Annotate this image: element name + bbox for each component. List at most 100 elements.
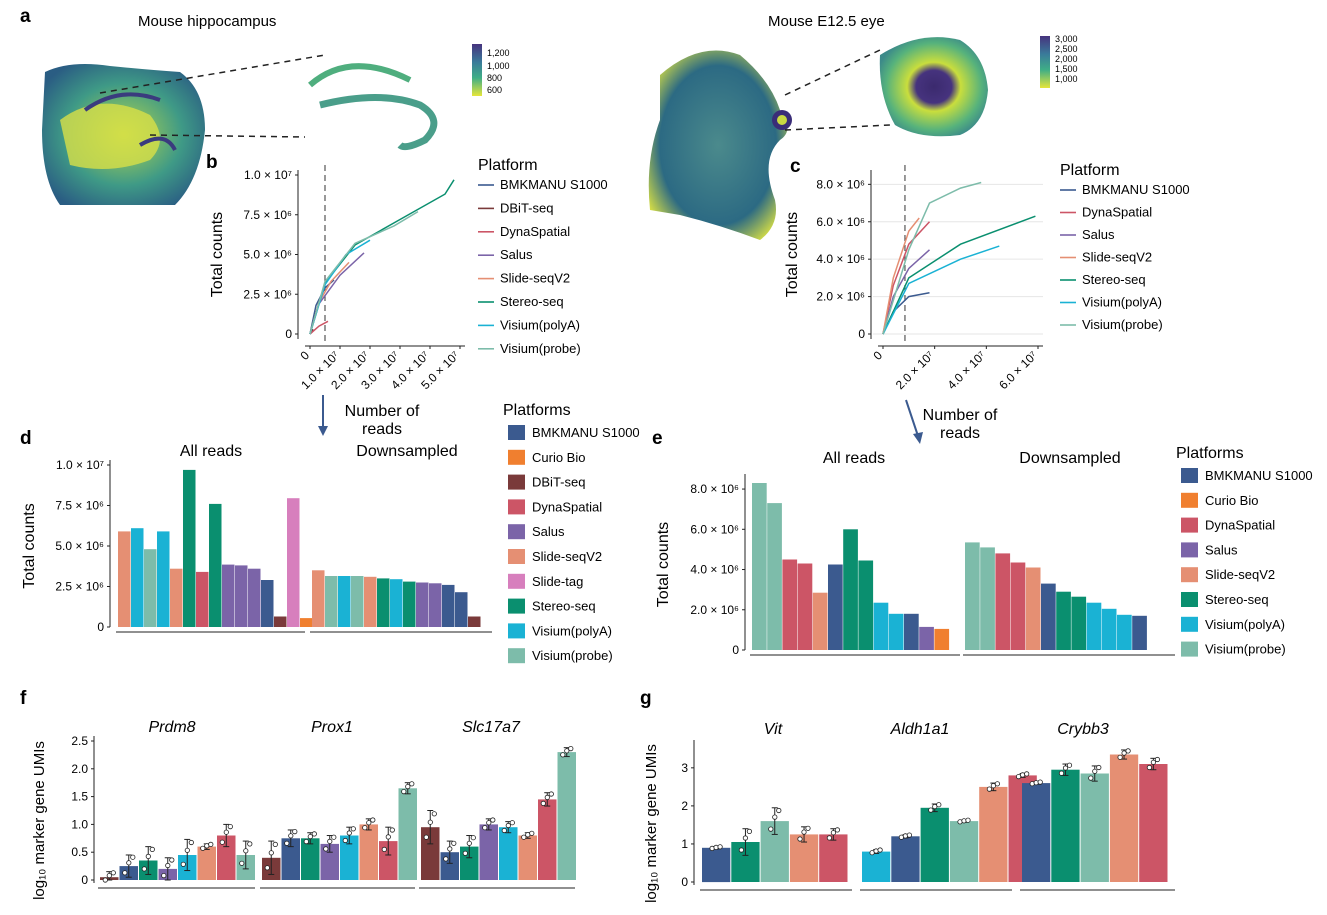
bar-bmkmanu-s1000 xyxy=(1041,583,1056,650)
eye-image xyxy=(648,50,792,240)
replicate-point xyxy=(272,841,278,848)
bar-salus xyxy=(429,583,442,627)
replicate-point xyxy=(805,825,811,831)
replicate-point xyxy=(1125,748,1131,754)
replicate-point xyxy=(165,862,171,869)
y-tick-label: 0 xyxy=(732,643,739,657)
replicate-point xyxy=(381,846,387,853)
legend-swatch xyxy=(1181,517,1198,533)
replicate-point xyxy=(130,854,136,860)
legend-label: Visium(polyA) xyxy=(532,623,612,638)
bar-stereo-seq xyxy=(403,581,416,627)
y-tick-label: 1.0 xyxy=(71,817,88,831)
replicate-point xyxy=(1121,750,1127,756)
legend-label: Curio Bio xyxy=(532,450,585,465)
x-tick-label: 2.0 × 10⁷ xyxy=(893,348,937,392)
bar-chart-f: 0 0.5 1.0 1.5 2.0 2.5 Prdm8 Prox1 Slc17a7 log₁₀ m… xyxy=(31,719,576,900)
replicate-point xyxy=(797,836,803,842)
gene-title: Vit xyxy=(764,721,783,738)
y-tick-label: 2.5 × 10⁶ xyxy=(243,287,292,301)
bar-visium-polya- xyxy=(499,827,518,880)
replicate-point xyxy=(292,828,298,835)
replicate-point xyxy=(738,847,745,853)
bar-visium-probe- xyxy=(752,483,767,650)
legend-label: Salus xyxy=(532,524,565,539)
legend-label: Stereo-seq xyxy=(532,599,596,614)
bar-visium-polya- xyxy=(131,528,144,627)
replicate-point xyxy=(1146,764,1153,771)
bar-visium-probe- xyxy=(1080,773,1109,882)
legend-swatch xyxy=(508,425,525,440)
y-tick-label: 0.5 xyxy=(71,845,88,859)
hippocampus-image xyxy=(42,64,205,205)
replicate-point xyxy=(928,807,934,813)
bar-visium-probe- xyxy=(144,549,157,627)
y-tick-label: 7.5 × 10⁶ xyxy=(243,208,292,222)
zoom-line-top xyxy=(99,54,326,94)
replicate-point xyxy=(346,830,352,836)
y-tick-label: 7.5 × 10⁶ xyxy=(55,499,104,513)
bar-slide-tag xyxy=(287,498,300,627)
bar-visium-polya- xyxy=(1117,614,1132,650)
bar-visium-probe- xyxy=(351,576,364,627)
replicate-point xyxy=(141,866,147,872)
bar-salus xyxy=(479,824,498,880)
bar-slide-seqv2 xyxy=(979,786,1008,882)
hippocampus-colorbar-tick: 1,000 xyxy=(487,61,510,71)
replicate-point xyxy=(307,833,313,840)
y-axis-label: Total counts xyxy=(655,522,672,607)
eye-colorbar-tick: 1,000 xyxy=(1055,74,1078,84)
legend-swatch xyxy=(1181,592,1198,607)
replicate-point xyxy=(560,752,566,758)
replicate-point xyxy=(447,846,453,852)
legend-title: Platform xyxy=(478,157,538,174)
x-tick-label: 6.0 × 10⁷ xyxy=(996,348,1040,392)
y-tick-label: 2.5 × 10⁶ xyxy=(55,580,104,594)
replicate-point xyxy=(200,845,206,851)
bar-dynaspatial xyxy=(1139,764,1168,882)
bar-salus xyxy=(222,564,235,627)
bar-stereo-seq xyxy=(209,503,222,627)
legend-label: DBiT-seq xyxy=(532,475,585,490)
replicate-point xyxy=(932,803,938,810)
replicate-point xyxy=(772,814,778,820)
line-chart-c: 0 2.0 × 10⁶ 4.0 × 10⁶ 6.0 × 10⁶ 8.0 × 10⁶ 0 2.… xyxy=(784,162,1190,442)
bar-visium-probe- xyxy=(767,503,782,650)
bar-slide-seqv2 xyxy=(364,576,377,627)
legend-label: Salus xyxy=(1082,227,1115,242)
bar-stereo-seq xyxy=(377,578,390,627)
y-tick-label: 6.0 × 10⁶ xyxy=(816,215,865,229)
eye-zoom-line-top xyxy=(784,49,881,96)
replicate-point xyxy=(466,840,472,846)
bar-slide-seqv2 xyxy=(118,531,131,627)
replicate-point xyxy=(801,829,807,835)
replicate-point xyxy=(1096,764,1102,771)
eye-colorbar-tick: 3,000 xyxy=(1055,34,1078,44)
replicate-point xyxy=(826,835,833,841)
bar-slide-seqv2 xyxy=(312,570,325,627)
y-tick-label: 8.0 × 10⁶ xyxy=(816,177,865,191)
replicate-point xyxy=(877,847,883,853)
replicate-point xyxy=(490,817,496,823)
legend-label: Visium(probe) xyxy=(500,341,581,356)
bar-dynaspatial xyxy=(538,799,557,880)
bar-chart-e: 0 2.0 × 10⁶ 4.0 × 10⁶ 6.0 × 10⁶ 8.0 × 10⁶ All… xyxy=(655,445,1313,657)
legend-swatch xyxy=(508,573,525,589)
panel-letter-d: d xyxy=(20,428,32,449)
bar-visium-polya- xyxy=(888,613,904,650)
panel-letter-a: a xyxy=(20,6,31,27)
bar-stereo-seq xyxy=(1071,596,1087,650)
bar-dbit-seq xyxy=(421,827,440,880)
bar-salus xyxy=(248,568,261,627)
replicate-point xyxy=(331,834,337,840)
y-tick-label: 3 xyxy=(681,761,688,775)
replicate-point xyxy=(1058,770,1065,776)
legend-label: Slide-tag xyxy=(532,574,583,589)
y-tick-label: 0 xyxy=(81,873,88,887)
replicate-point xyxy=(161,872,167,879)
legend-swatch xyxy=(508,449,525,465)
bar-visium-probe- xyxy=(325,576,338,627)
group-title: All reads xyxy=(823,450,885,467)
legend-label: Curio Bio xyxy=(1205,493,1258,508)
y-axis-label: Total counts xyxy=(784,212,801,297)
